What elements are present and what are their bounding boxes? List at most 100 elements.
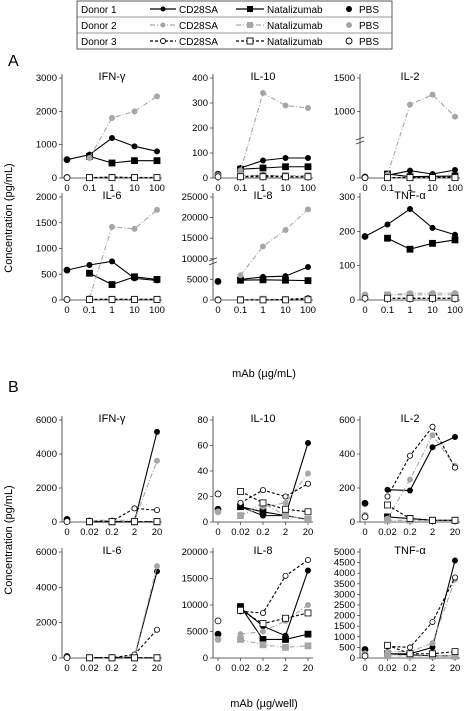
data-point-donor1-natalizumab xyxy=(282,276,289,284)
subplot-title: IL-6 xyxy=(103,190,122,202)
data-point-donor3-cd28sa xyxy=(451,464,458,471)
y-tick-label: 0 xyxy=(52,295,57,306)
x-tick-label: 0.1 xyxy=(83,305,96,316)
series-line-donor3-cd28sa xyxy=(240,483,309,504)
x-tick-label: 0 xyxy=(64,663,69,674)
subplot-b-ifn-: IFN-γ 0 2000 4000 6000 0 0.02 0.2 2 20 xyxy=(36,413,162,538)
legend-marker-d3-natalizumab xyxy=(246,37,254,45)
data-point-donor1-natalizumab xyxy=(304,277,312,285)
data-point-donor1-pbs xyxy=(214,278,222,285)
x-tick-label: 0.02 xyxy=(80,527,99,538)
data-point-donor3-natalizumab xyxy=(384,174,391,182)
data-point-donor2-natalizumab xyxy=(237,512,244,520)
series-line-donor2-cd28sa xyxy=(387,434,456,519)
subplot-a-il-10: IL-10 0 100 200 300 400 0 0.1 1 10 100 xyxy=(192,71,316,194)
x-tick-label: 20 xyxy=(450,663,461,674)
data-point-donor3-cd28sa xyxy=(429,618,436,625)
data-point-donor3-pbs xyxy=(214,617,222,625)
data-point-donor3-pbs xyxy=(214,173,222,181)
data-point-donor2-cd28sa xyxy=(429,432,436,439)
legend-marker-d3-cd28sa xyxy=(160,38,166,44)
series-line-donor2-cd28sa xyxy=(240,604,309,635)
legend-entry-cd28sa: CD28SA xyxy=(179,37,218,48)
data-point-donor1-cd28sa xyxy=(153,428,160,435)
series-line-donor2-cd28sa xyxy=(240,208,309,276)
data-point-donor3-natalizumab xyxy=(384,501,391,509)
series-line-donor1-natalizumab xyxy=(240,606,309,641)
data-point-donor2-cd28sa xyxy=(131,225,138,232)
series-line-donor2-cd28sa xyxy=(240,473,309,517)
data-point-donor3-natalizumab xyxy=(108,174,116,182)
data-point-donor3-natalizumab xyxy=(153,518,161,526)
x-tick-label: 1 xyxy=(109,305,114,316)
x-tick-label: 10 xyxy=(427,183,438,194)
data-point-donor1-pbs xyxy=(63,266,71,274)
data-point-donor3-natalizumab xyxy=(282,505,289,513)
data-point-donor1-natalizumab xyxy=(108,159,116,167)
y-tick-label: 400 xyxy=(192,73,208,84)
data-point-donor1-natalizumab xyxy=(153,275,161,283)
data-point-donor2-cd28sa xyxy=(304,105,311,112)
data-point-donor3-natalizumab xyxy=(86,654,93,662)
series-line-donor3-cd28sa xyxy=(89,629,158,659)
data-point-donor3-natalizumab xyxy=(108,518,116,526)
x-tick-label: 0.1 xyxy=(234,183,247,194)
x-tick-label: 1 xyxy=(260,305,265,316)
data-point-donor2-cd28sa xyxy=(153,93,160,100)
data-point-donor3-pbs xyxy=(361,652,369,660)
data-point-donor1-natalizumab xyxy=(384,234,391,242)
series-line-donor2-natalizumab xyxy=(240,638,309,648)
x-tick-label: 10 xyxy=(129,305,140,316)
legend-marker-d3-pbs xyxy=(345,37,353,45)
x-tick-label: 20 xyxy=(152,663,163,674)
series-line-donor2-natalizumab xyxy=(240,502,309,520)
data-point-donor3-natalizumab xyxy=(86,296,93,303)
data-point-donor3-natalizumab xyxy=(153,174,161,182)
y-tick-label: 500 xyxy=(339,642,355,653)
y-tick-label: 4000 xyxy=(36,582,57,593)
y-tick-label: 2500 xyxy=(334,600,355,611)
legend-entry-pbs: PBS xyxy=(359,21,379,32)
data-point-donor1-cd28sa xyxy=(384,221,391,228)
y-tick-label: 0 xyxy=(52,653,57,664)
x-tick-label: 10 xyxy=(280,183,291,194)
data-point-donor3-cd28sa xyxy=(304,556,311,563)
x-tick-label: 0 xyxy=(362,527,367,538)
series-line-donor3-cd28sa xyxy=(240,559,309,614)
data-point-donor1-natalizumab xyxy=(304,630,312,638)
data-point-donor3-cd28sa xyxy=(259,609,266,616)
data-point-donor3-cd28sa xyxy=(406,644,413,651)
data-point-donor2-natalizumab xyxy=(282,644,289,651)
series-line-donor2-cd28sa xyxy=(88,209,158,299)
data-point-donor2-cd28sa xyxy=(237,272,244,279)
data-point-donor3-cd28sa xyxy=(429,423,436,430)
series-line-donor1-natalizumab xyxy=(89,155,157,164)
y-tick-label: 1500 xyxy=(334,621,355,632)
y-tick-label: 2000 xyxy=(36,106,57,117)
axis-break-mark xyxy=(355,136,365,145)
series-line-donor1-cd28sa xyxy=(89,571,158,659)
series-line-donor1-cd28sa xyxy=(387,169,456,176)
subplot-title: IL-10 xyxy=(250,71,275,83)
y-tick-label: 0 xyxy=(203,653,208,664)
x-tick-label: 100 xyxy=(300,183,316,194)
x-tick-label: 1 xyxy=(260,183,265,194)
y-tick-label: 20 xyxy=(197,492,208,503)
x-tick-label: 0.02 xyxy=(231,527,250,538)
y-tick-label: 1000 xyxy=(334,106,355,117)
y-tick-label: 0 xyxy=(52,517,57,528)
data-point-donor2-natalizumab xyxy=(282,512,289,520)
data-point-donor2-natalizumab xyxy=(237,636,244,643)
x-tick-label: 1 xyxy=(109,183,114,194)
data-point-donor2-natalizumab xyxy=(304,516,312,523)
x-tick-label: 0 xyxy=(64,305,69,316)
data-point-donor3-cd28sa xyxy=(282,572,289,579)
x-tick-label: 0 xyxy=(362,663,367,674)
legend: Donor 1 CD28SA Natalizumab PBS Donor 2 C… xyxy=(76,0,393,50)
data-point-donor3-natalizumab xyxy=(259,296,267,304)
y-tick-label: 1500 xyxy=(36,218,57,229)
data-point-donor1-cd28sa xyxy=(429,224,436,231)
subplot-b-il-6: IL-6 0 2000 4000 6000 0 0.02 0.2 2 20 xyxy=(36,545,162,674)
data-point-donor3-cd28sa xyxy=(131,505,138,512)
series-line-donor1-natalizumab xyxy=(240,279,309,282)
